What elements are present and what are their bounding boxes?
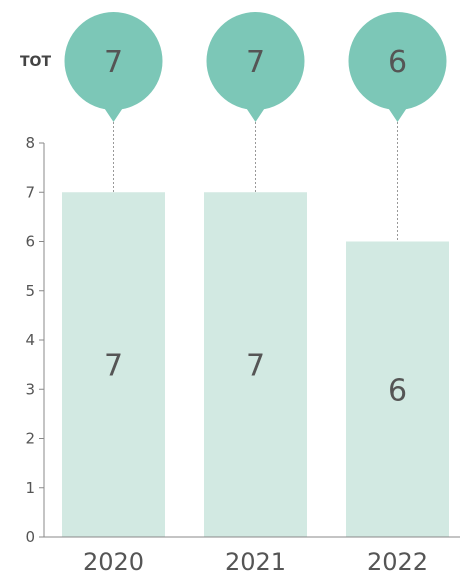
y-tick-label: 5 xyxy=(25,282,35,300)
bubble-pointer xyxy=(245,107,266,122)
bars: 7 7 6 xyxy=(62,192,449,537)
x-category-label: 2020 xyxy=(83,548,144,576)
totals-row-label: TOT xyxy=(20,54,51,70)
total-value-label: 7 xyxy=(104,45,123,80)
x-category-label: 2021 xyxy=(225,548,286,576)
bar xyxy=(204,192,307,537)
bubble-pointer xyxy=(103,107,124,122)
bar-value-label: 6 xyxy=(388,373,407,408)
y-tick-label: 6 xyxy=(25,233,35,251)
x-axis: 2020 2021 2022 xyxy=(44,536,460,576)
total-bubble xyxy=(206,12,305,110)
y-tick-label: 2 xyxy=(25,430,35,448)
total-value-label: 6 xyxy=(388,45,407,80)
bar xyxy=(62,192,165,537)
total-bubbles: 7 7 6 xyxy=(64,12,447,122)
y-axis: 0 1 2 3 4 5 6 7 8 xyxy=(25,134,45,546)
total-bubble xyxy=(64,12,163,110)
bar-value-label: 7 xyxy=(104,349,123,384)
y-tick-label: 8 xyxy=(25,134,35,152)
y-tick-label: 7 xyxy=(25,183,35,201)
y-tick-label: 3 xyxy=(25,380,35,398)
y-tick-label: 1 xyxy=(25,479,35,497)
y-tick-label: 4 xyxy=(25,331,35,349)
y-tick-label: 0 xyxy=(25,528,35,546)
x-category-label: 2022 xyxy=(367,548,428,576)
total-value-label: 7 xyxy=(246,45,265,80)
bubble-pointer xyxy=(387,107,408,122)
bar-value-label: 7 xyxy=(246,349,265,384)
total-bubble xyxy=(348,12,447,110)
bar xyxy=(346,241,449,537)
